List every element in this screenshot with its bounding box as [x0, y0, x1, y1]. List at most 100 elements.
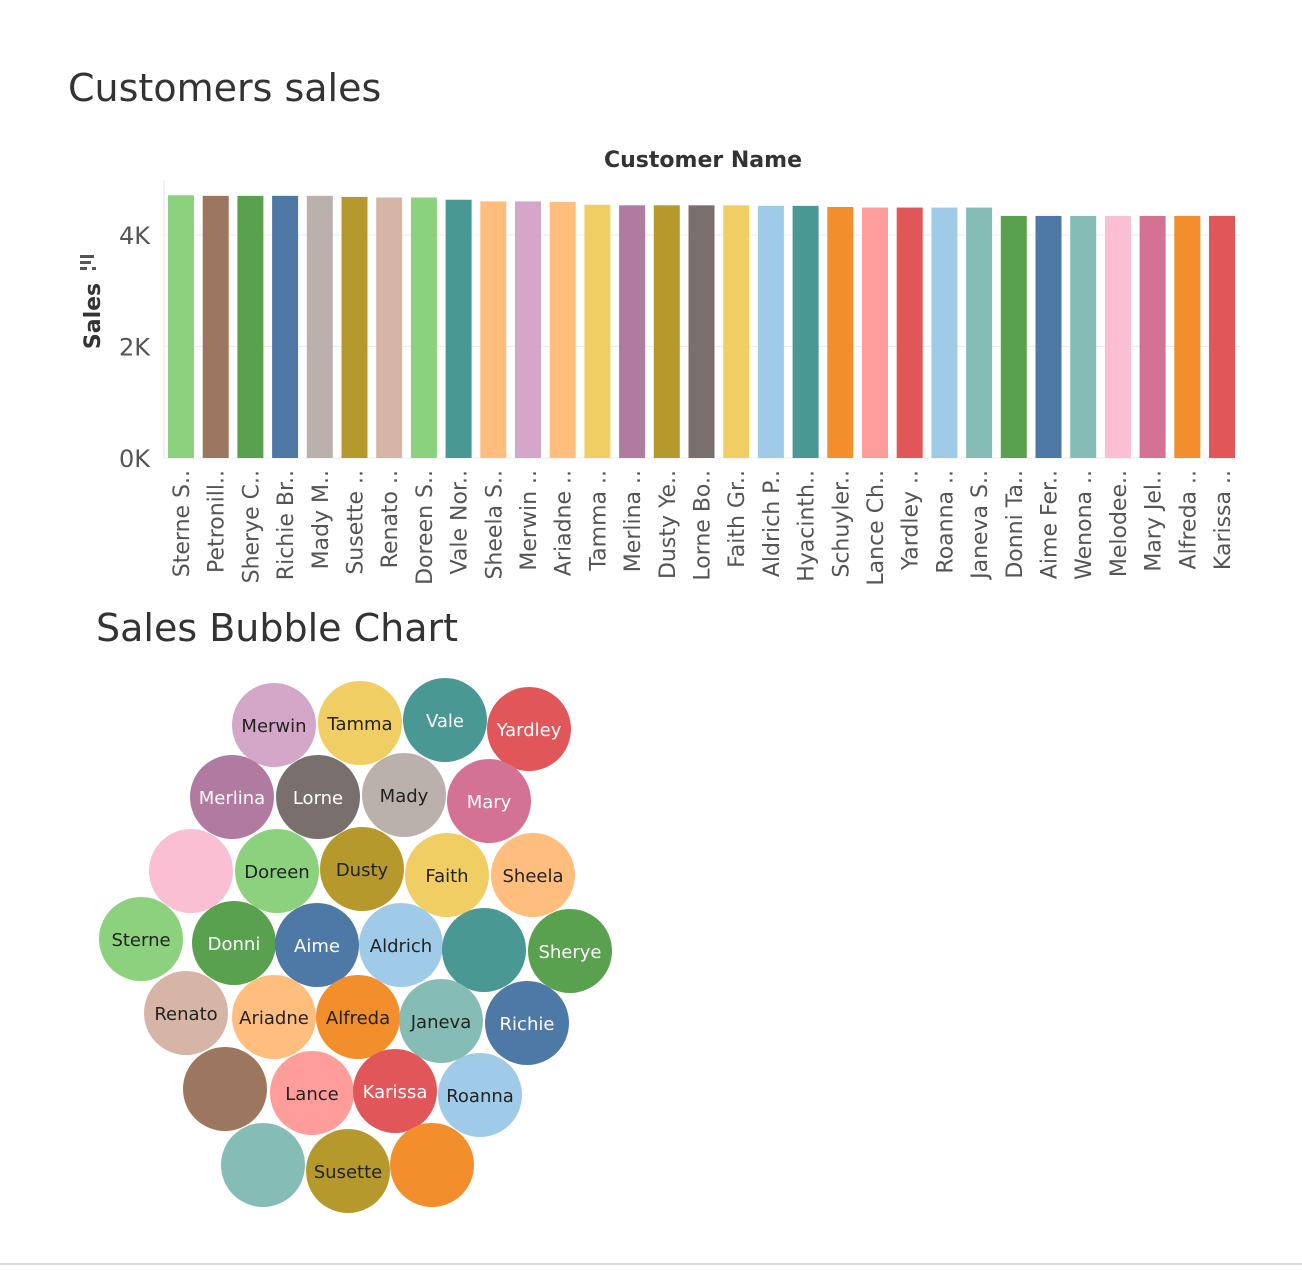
bubble[interactable] [306, 1129, 390, 1213]
bar[interactable] [757, 205, 784, 458]
bar[interactable] [480, 201, 507, 459]
x-axis-ticks: Sterne S.. Petronill.. Sherye C.. Richie Br… [170, 470, 1236, 586]
x-tick-label: Lance Ch.. [864, 470, 889, 586]
bubble[interactable] [405, 833, 489, 917]
bar[interactable] [1070, 215, 1097, 458]
bubble[interactable] [359, 903, 443, 987]
bubble[interactable] [232, 683, 316, 767]
bar[interactable] [1174, 215, 1201, 458]
bar[interactable] [896, 207, 923, 458]
bottom-divider [0, 1263, 1302, 1265]
sort-descending-icon[interactable] [80, 255, 96, 270]
bubble[interactable] [235, 829, 319, 913]
bar-chart-title: Customers sales [68, 66, 382, 110]
y-axis-title: Sales [81, 283, 106, 349]
bubble-label: Mady [380, 786, 429, 807]
bubble[interactable] [487, 687, 571, 771]
bubble[interactable] [362, 753, 446, 837]
bubble[interactable] [399, 979, 483, 1063]
bubble[interactable] [276, 755, 360, 839]
x-tick-label: Roanna .. [933, 470, 958, 574]
bar[interactable] [445, 199, 472, 459]
bar[interactable] [688, 205, 715, 458]
bubble[interactable] [353, 1049, 437, 1133]
x-tick-label: Aime Fer.. [1038, 470, 1063, 579]
bubble[interactable] [528, 909, 612, 993]
x-tick-label: Wenona .. [1072, 470, 1097, 580]
bar[interactable] [376, 197, 403, 459]
bubble[interactable] [318, 681, 402, 765]
x-tick-label: Petronill.. [205, 470, 230, 573]
bar[interactable] [827, 206, 854, 458]
bubble[interactable] [270, 1051, 354, 1135]
bubble[interactable] [183, 1047, 267, 1131]
bubble[interactable] [232, 975, 316, 1059]
bubble-chart-title: Sales Bubble Chart [96, 606, 459, 650]
bubble[interactable] [316, 975, 400, 1059]
bar[interactable] [723, 205, 750, 458]
bubble[interactable] [190, 755, 274, 839]
bar[interactable] [931, 207, 958, 458]
bar[interactable] [237, 195, 264, 459]
x-tick-label: Vale Nor.. [448, 470, 473, 574]
x-tick-label: Hyacinth.. [795, 470, 820, 582]
x-tick-label: Yardley .. [899, 470, 924, 571]
bubble-label: Yardley [496, 720, 562, 741]
bubble[interactable] [403, 678, 487, 762]
bar[interactable] [306, 195, 333, 459]
bubble-label: Vale [426, 711, 464, 732]
bubble[interactable] [491, 833, 575, 917]
bar[interactable] [1000, 215, 1027, 458]
bar[interactable] [515, 201, 541, 459]
bubble[interactable] [221, 1123, 305, 1207]
bar[interactable] [862, 207, 888, 458]
bar[interactable] [168, 195, 194, 459]
bubble[interactable] [390, 1123, 474, 1207]
bar[interactable] [549, 201, 576, 459]
bar[interactable] [272, 195, 299, 459]
bubble[interactable] [99, 897, 183, 981]
bubble-label: Faith [425, 866, 468, 887]
bar[interactable] [410, 197, 437, 459]
x-tick-label: Mary Jel.. [1142, 470, 1167, 572]
bubble[interactable] [275, 903, 359, 987]
bubble-label: Karissa [363, 1082, 428, 1103]
bubble[interactable] [192, 901, 276, 985]
bar[interactable] [653, 205, 680, 458]
bubbles: Merwin Tamma Vale Yardley Merlina Lorne Mady Ma… [99, 678, 612, 1213]
bubble-label: Dusty [336, 860, 389, 881]
bubble-label: Lorne [293, 788, 343, 809]
bubble-label: Roanna [446, 1086, 514, 1107]
bubble-label: Aldrich [370, 936, 432, 957]
bubble[interactable] [149, 829, 233, 913]
x-tick-label: Sherye C.. [239, 470, 264, 583]
bubble[interactable] [144, 971, 228, 1055]
y-axis-ticks: 0K 2K 4K [119, 222, 151, 473]
bar[interactable] [584, 204, 611, 458]
bar[interactable] [1209, 215, 1235, 458]
bar[interactable] [966, 207, 993, 458]
bubble[interactable] [485, 981, 569, 1065]
bubble[interactable] [320, 827, 404, 911]
bubble-label: Susette [314, 1162, 382, 1183]
x-tick-label: Dusty Ye.. [656, 470, 681, 579]
x-tick-label: Renato .. [378, 470, 403, 568]
bar[interactable] [1104, 215, 1131, 458]
bar[interactable] [202, 195, 229, 459]
bar[interactable] [619, 205, 646, 458]
bars [168, 195, 1235, 459]
bubble[interactable] [438, 1053, 522, 1137]
bubble[interactable] [442, 908, 526, 992]
x-tick-label: Janeva S.. [968, 470, 993, 581]
bubble-label: Sheela [502, 866, 563, 887]
bar[interactable] [792, 205, 819, 458]
y-tick-label: 4K [119, 222, 151, 250]
x-tick-label: Ariadne .. [552, 470, 577, 576]
bubble-label: Doreen [244, 862, 309, 883]
x-tick-label: Mady M.. [309, 470, 334, 569]
bar[interactable] [1139, 215, 1166, 458]
bubble[interactable] [447, 759, 531, 843]
bar[interactable] [1035, 215, 1062, 458]
bar[interactable] [341, 196, 368, 459]
bubble-label: Renato [154, 1004, 217, 1025]
